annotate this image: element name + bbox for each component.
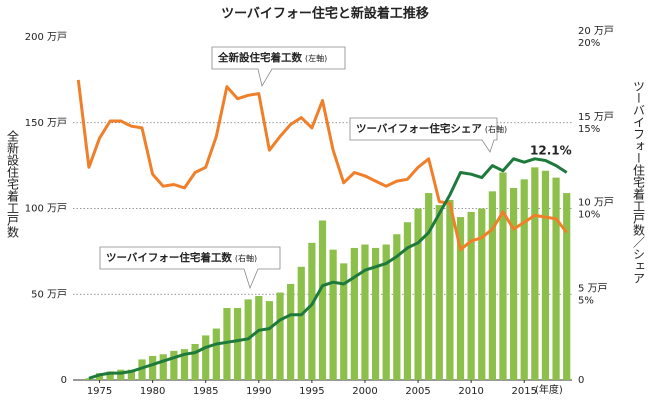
bar <box>446 199 454 380</box>
bar <box>361 244 369 380</box>
callout-text: ツーバイフォー住宅シェア (右軸) <box>356 122 507 135</box>
chart-title: ツーバイフォー住宅と新設着工推移 <box>221 6 429 22</box>
y2-tick-label: 15 万戸 <box>578 111 614 123</box>
bar <box>350 247 358 380</box>
bar <box>170 350 178 380</box>
bar <box>159 354 167 380</box>
y-tick-label: 0 <box>61 375 67 386</box>
bar <box>180 349 189 380</box>
y2-axis-label: ツーバイフォー住宅着工戸数／シェア <box>632 80 646 284</box>
bar <box>563 193 571 380</box>
y-tick-label: 100 万戸 <box>25 203 67 215</box>
bar <box>541 170 550 380</box>
bar <box>202 335 210 380</box>
bar <box>478 208 486 380</box>
bar <box>403 222 412 380</box>
bar <box>509 187 518 380</box>
bar <box>297 266 305 380</box>
share-tick-label: 10% <box>578 210 600 221</box>
callout-text: ツーバイフォー住宅着工数 (右軸) <box>106 251 257 264</box>
bar <box>233 307 242 380</box>
bar <box>456 217 465 380</box>
bar <box>552 177 560 380</box>
bar <box>467 211 475 380</box>
line <box>88 157 568 380</box>
share-tick-label: 5% <box>578 295 594 306</box>
bar <box>393 234 401 380</box>
plot-area: 0 50 万戸 100 万戸 150 万戸 200 万戸 0 5 万戸 10 万戸 15 万戸 2… <box>25 25 614 397</box>
bar <box>191 343 199 380</box>
bar <box>499 172 507 380</box>
share-tick-label: 20% <box>578 38 600 49</box>
x-tick-label: 1980 <box>140 386 165 397</box>
bar <box>276 292 284 380</box>
bar <box>308 242 316 380</box>
bar <box>223 307 231 380</box>
x-tick-label: 1995 <box>299 386 324 397</box>
x-tick-label: 2000 <box>352 386 377 397</box>
bar <box>212 328 220 380</box>
x-tick-label: 2015 <box>511 386 536 397</box>
x-tick-label: 2010 <box>458 386 483 397</box>
bar <box>371 247 380 380</box>
x-tick-label: 1985 <box>193 386 218 397</box>
bar <box>149 355 157 380</box>
callout-box <box>99 246 281 290</box>
line <box>76 79 568 252</box>
bar <box>488 191 496 380</box>
y-tick-label: 200 万戸 <box>25 31 67 43</box>
bar <box>85 378 93 380</box>
bar <box>382 244 390 380</box>
bar <box>435 205 443 380</box>
bar <box>106 371 114 380</box>
bar <box>255 295 263 380</box>
callout-box <box>211 46 346 88</box>
bar <box>265 301 274 380</box>
y2-tick-label: 10 万戸 <box>578 197 614 209</box>
y-axis-label: 全新設住宅着工戸数 <box>6 129 20 239</box>
y-tick-label: 150 万戸 <box>25 117 67 129</box>
x-tick-label: 2005 <box>405 386 430 397</box>
y2-tick-label: 5 万戸 <box>578 282 608 294</box>
bar <box>340 263 348 380</box>
bar <box>287 283 295 380</box>
y2-tick-label: 0 <box>578 375 584 386</box>
x-tick-label: 1990 <box>246 386 271 397</box>
share-tick-label: 15% <box>578 124 600 135</box>
callout-text: 全新設住宅着工数 (左軸) <box>217 51 327 64</box>
annotation: 12.1% <box>530 144 572 158</box>
bar <box>127 369 136 380</box>
bar <box>329 249 337 380</box>
bar <box>318 220 327 380</box>
bar <box>138 359 146 380</box>
bar <box>531 167 539 380</box>
y-tick-label: 50 万戸 <box>31 288 67 300</box>
y2-tick-label: 20 万戸 <box>578 25 614 37</box>
x-tick-label: 1975 <box>87 386 112 397</box>
callout-box <box>349 117 498 153</box>
bar <box>117 369 125 380</box>
bar <box>414 208 422 380</box>
callouts: 全新設住宅着工数 (左軸) ツーバイフォー住宅シェア (右軸) ツーバイフォー住宅着… <box>99 46 507 290</box>
bar <box>425 193 433 380</box>
bar <box>95 373 104 380</box>
x-axis-label: (年度) <box>535 383 563 396</box>
bar <box>520 179 528 380</box>
